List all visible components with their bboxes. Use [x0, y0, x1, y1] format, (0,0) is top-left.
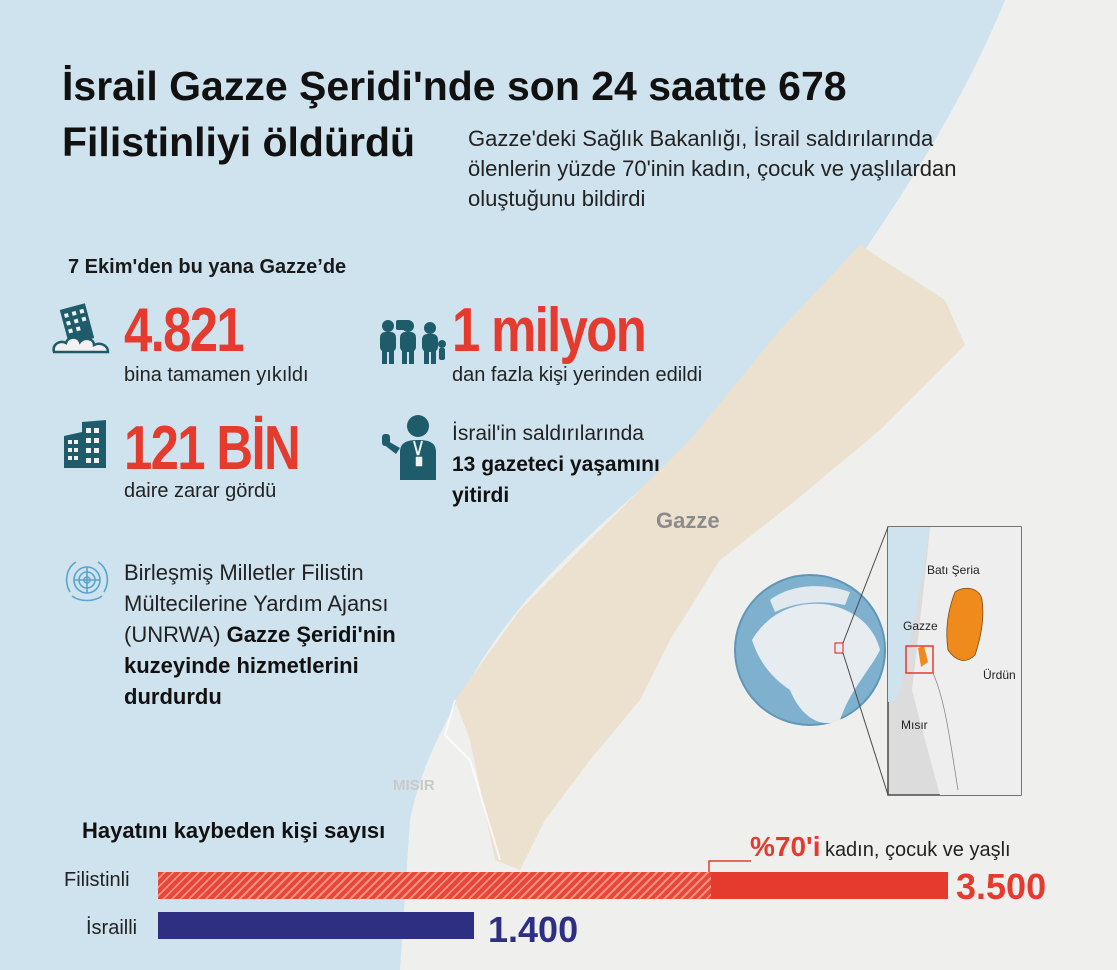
- un-emblem-icon: [65, 561, 109, 602]
- inset-label-egypt: Mısır: [901, 718, 928, 732]
- inset-map: [842, 526, 1022, 796]
- bar-value-palestinian: 3.500: [956, 866, 1047, 907]
- page-title: İsrail Gazze Şeridi'nde son 24 saatte 67…: [62, 63, 847, 165]
- unrwa-text-bold: Gazze Şeridi'nin kuzeyinde hizmetlerini …: [124, 622, 396, 709]
- apartments-caption: daire zarar gördü: [124, 480, 277, 502]
- mediterranean-sea: [0, 0, 1005, 970]
- journalists-line2: 13 gazeteci yaşamını yitirdi: [452, 453, 660, 507]
- bar-label-palestinian: Filistinli: [64, 869, 130, 891]
- bar-label-israeli: İsrailli: [86, 917, 138, 939]
- map-label-egypt: MISIR: [393, 777, 435, 794]
- apartments-value: 121 BİN: [124, 414, 301, 483]
- note-connector: [708, 860, 751, 875]
- bar-israeli: [158, 912, 474, 939]
- buildings-caption: bina tamamen yıkıldı: [124, 364, 309, 386]
- displaced-caption: dan fazla kişi yerinden edildi: [452, 364, 703, 386]
- bar-palestinian-rest: [711, 872, 948, 899]
- inset-label-west-bank: Batı Şeria: [927, 563, 980, 577]
- inset-label-jordan: Ürdün: [983, 668, 1016, 682]
- inset-label-gaza: Gazze: [903, 619, 938, 633]
- casualties-note-percent: %70'i: [750, 831, 821, 862]
- bar-palestinian: [158, 872, 948, 899]
- page-subtitle: Gazze'deki Sağlık Bakanlığı, İsrail sald…: [468, 126, 957, 211]
- collapsed-building-icon: [52, 303, 110, 354]
- apartment-building-icon: [64, 420, 106, 468]
- journalists-text: İsrail'in saldırılarında 13 gazeteci yaş…: [452, 418, 712, 511]
- gaza-strip-shape: [455, 245, 965, 870]
- displaced-value: 1 milyon: [452, 296, 647, 365]
- globe-icon: [734, 574, 886, 726]
- unrwa-text: Birleşmiş Milletler Filistin Mülteciler­…: [124, 557, 454, 712]
- casualties-title: Hayatını kaybeden kişi sayısı: [82, 818, 386, 843]
- displaced-people-icon: [380, 320, 446, 364]
- casualties-note-text: kadın, çocuk ve yaşlı: [824, 839, 1011, 861]
- bar-value-israeli: 1.400: [488, 909, 579, 950]
- buildings-value: 4.821: [124, 296, 245, 365]
- casualties-note: %70'i kadın, çocuk ve yaşlı: [750, 831, 1011, 863]
- unrwa-text-plain: Birleşmiş Milletler Filistin Mülteciler­…: [124, 560, 389, 647]
- map-label-gaza: Gazze: [656, 508, 720, 533]
- since-label: 7 Ekim'den bu yana Gazze’de: [68, 256, 347, 278]
- journalist-icon: [382, 415, 436, 480]
- journalists-line1: İsrail'in saldırılarında: [452, 422, 644, 445]
- bar-palestinian-women-children-elderly: [158, 872, 711, 899]
